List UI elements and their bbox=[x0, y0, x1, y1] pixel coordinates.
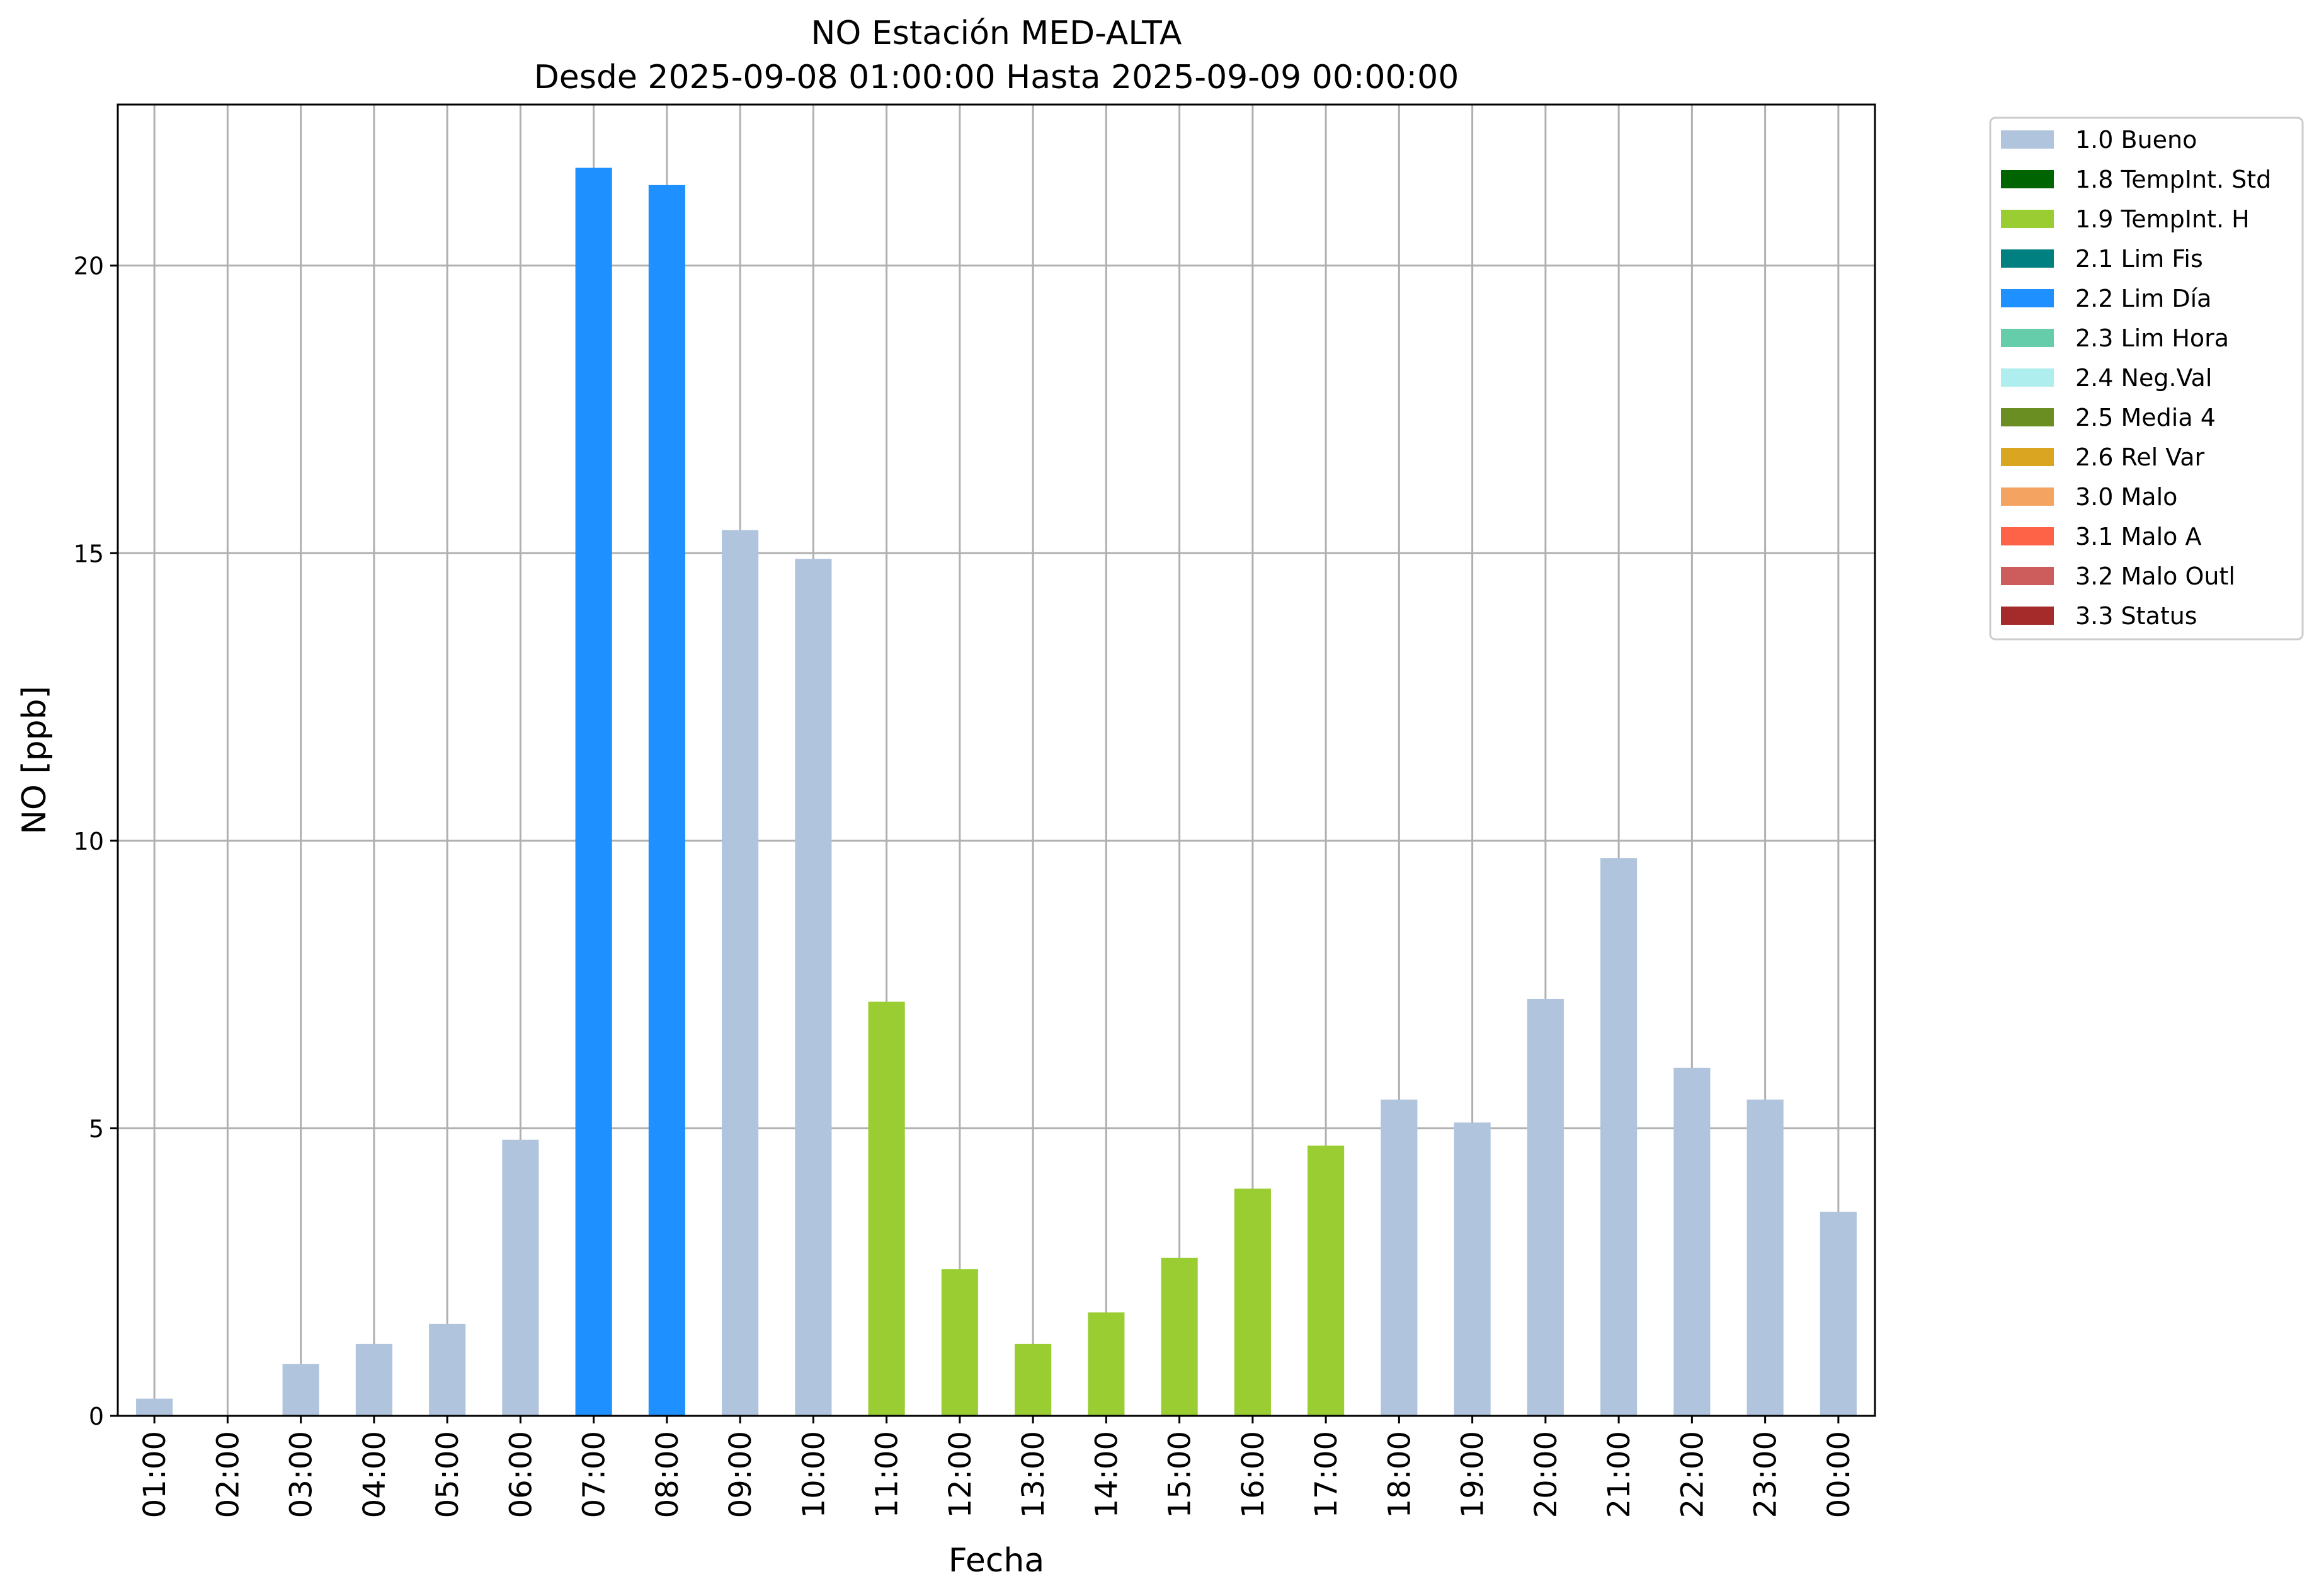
legend-swatch bbox=[2001, 607, 2054, 625]
legend-label: 3.3 Status bbox=[2075, 602, 2197, 630]
x-grid-lines bbox=[153, 105, 1840, 1416]
bar-01:00 bbox=[136, 1398, 173, 1416]
bar-22:00 bbox=[1673, 1068, 1711, 1416]
bar-18:00 bbox=[1381, 1099, 1418, 1416]
y-axis-label: NO [ppb] bbox=[16, 686, 54, 835]
bar-10:00 bbox=[795, 559, 832, 1416]
bar-17:00 bbox=[1308, 1145, 1345, 1416]
x-tick-label: 11:00 bbox=[870, 1431, 905, 1518]
legend-label: 2.4 Neg.Val bbox=[2075, 364, 2212, 392]
legend-swatch bbox=[2001, 527, 2054, 545]
y-tick-label: 10 bbox=[74, 828, 104, 855]
x-tick-label: 14:00 bbox=[1089, 1431, 1124, 1518]
legend-label: 1.0 Bueno bbox=[2075, 126, 2197, 154]
legend-label: 2.6 Rel Var bbox=[2075, 443, 2205, 471]
bar-12:00 bbox=[941, 1269, 978, 1416]
legend-swatch bbox=[2001, 210, 2054, 228]
bar-13:00 bbox=[1015, 1343, 1052, 1416]
legend-label: 3.0 Malo bbox=[2075, 483, 2177, 511]
x-tick-label: 16:00 bbox=[1236, 1431, 1271, 1518]
legend-swatch bbox=[2001, 249, 2054, 268]
x-axis-label: Fecha bbox=[949, 1542, 1044, 1580]
x-tick-label: 15:00 bbox=[1163, 1431, 1198, 1518]
x-tick-label: 20:00 bbox=[1529, 1431, 1564, 1518]
x-tick-label: 12:00 bbox=[943, 1431, 978, 1518]
x-tick-label: 21:00 bbox=[1602, 1431, 1637, 1518]
bar-08:00 bbox=[648, 185, 685, 1416]
x-tick-label: 23:00 bbox=[1748, 1431, 1784, 1518]
legend-label: 2.2 Lim Día bbox=[2075, 285, 2211, 312]
bar-20:00 bbox=[1527, 998, 1564, 1416]
plot-frame bbox=[117, 103, 1876, 1417]
bar-15:00 bbox=[1161, 1257, 1198, 1416]
bar-04:00 bbox=[355, 1343, 392, 1416]
legend-label: 3.2 Malo Outl bbox=[2075, 562, 2235, 590]
bar-11:00 bbox=[868, 1001, 905, 1416]
bar-19:00 bbox=[1454, 1122, 1491, 1416]
bar-16:00 bbox=[1234, 1188, 1271, 1416]
legend-swatch bbox=[2001, 170, 2054, 188]
legend-swatch bbox=[2001, 130, 2054, 149]
legend-label: 3.1 Malo A bbox=[2075, 523, 2201, 550]
x-tick-label: 00:00 bbox=[1821, 1431, 1857, 1518]
y-tick-label: 0 bbox=[89, 1403, 104, 1430]
x-tick-label: 02:00 bbox=[210, 1431, 246, 1518]
legend-label: 2.5 Media 4 bbox=[2075, 404, 2216, 431]
x-tick-label: 10:00 bbox=[796, 1431, 831, 1518]
legend-swatch bbox=[2001, 408, 2054, 426]
legend-swatch bbox=[2001, 487, 2054, 506]
y-tick-label: 5 bbox=[89, 1115, 104, 1143]
legend: 1.0 Bueno 1.8 TempInt. Std 1.9 TempInt. H 2… bbox=[1989, 117, 2304, 641]
bar-05:00 bbox=[429, 1323, 466, 1416]
bar-09:00 bbox=[722, 530, 759, 1416]
legend-swatch bbox=[2001, 448, 2054, 466]
bar-23:00 bbox=[1746, 1099, 1784, 1416]
x-tick-label: 19:00 bbox=[1456, 1431, 1491, 1518]
x-tick-label: 09:00 bbox=[723, 1431, 758, 1518]
x-tick-label: 06:00 bbox=[503, 1431, 538, 1518]
legend-swatch bbox=[2001, 289, 2054, 307]
x-tick-label: 17:00 bbox=[1309, 1431, 1344, 1518]
chart-subtitle: Desde 2025-09-08 01:00:00 Hasta 2025-09-… bbox=[534, 59, 1459, 96]
x-tick-label: 05:00 bbox=[430, 1431, 465, 1518]
bar-07:00 bbox=[575, 168, 612, 1416]
bars bbox=[136, 168, 1857, 1416]
x-tick-label: 04:00 bbox=[357, 1431, 392, 1518]
legend-label: 2.1 Lim Fis bbox=[2075, 245, 2203, 273]
legend-label: 1.8 TempInt. Std bbox=[2075, 166, 2271, 193]
x-ticks: 01:00 02:00 03:00 04:00 05:00 06:00 07:00 08:00… bbox=[137, 1416, 1857, 1518]
y-tick-label: 15 bbox=[74, 540, 104, 567]
x-tick-label: 08:00 bbox=[650, 1431, 685, 1518]
legend-swatch bbox=[2001, 567, 2054, 585]
bar-03:00 bbox=[282, 1364, 319, 1416]
chart-title: NO Estación MED-ALTA bbox=[811, 14, 1182, 52]
x-tick-label: 01:00 bbox=[137, 1431, 173, 1518]
legend-frame bbox=[1989, 117, 2304, 641]
bar-00:00 bbox=[1820, 1211, 1857, 1416]
bar-21:00 bbox=[1600, 858, 1638, 1416]
legend-label: 1.9 TempInt. H bbox=[2075, 205, 2250, 233]
x-tick-label: 22:00 bbox=[1675, 1431, 1710, 1518]
bar-14:00 bbox=[1088, 1312, 1125, 1416]
y-tick-label: 20 bbox=[74, 253, 104, 280]
legend-swatch bbox=[2001, 368, 2054, 387]
x-tick-label: 07:00 bbox=[577, 1431, 612, 1518]
legend-label: 2.3 Lim Hora bbox=[2075, 324, 2229, 352]
y-ticks: 0 5 10 15 20 bbox=[74, 253, 118, 1430]
legend-swatch bbox=[2001, 329, 2054, 347]
bar-06:00 bbox=[502, 1139, 539, 1416]
x-tick-label: 03:00 bbox=[284, 1431, 319, 1518]
x-tick-label: 18:00 bbox=[1382, 1431, 1417, 1518]
x-tick-label: 13:00 bbox=[1016, 1431, 1051, 1518]
